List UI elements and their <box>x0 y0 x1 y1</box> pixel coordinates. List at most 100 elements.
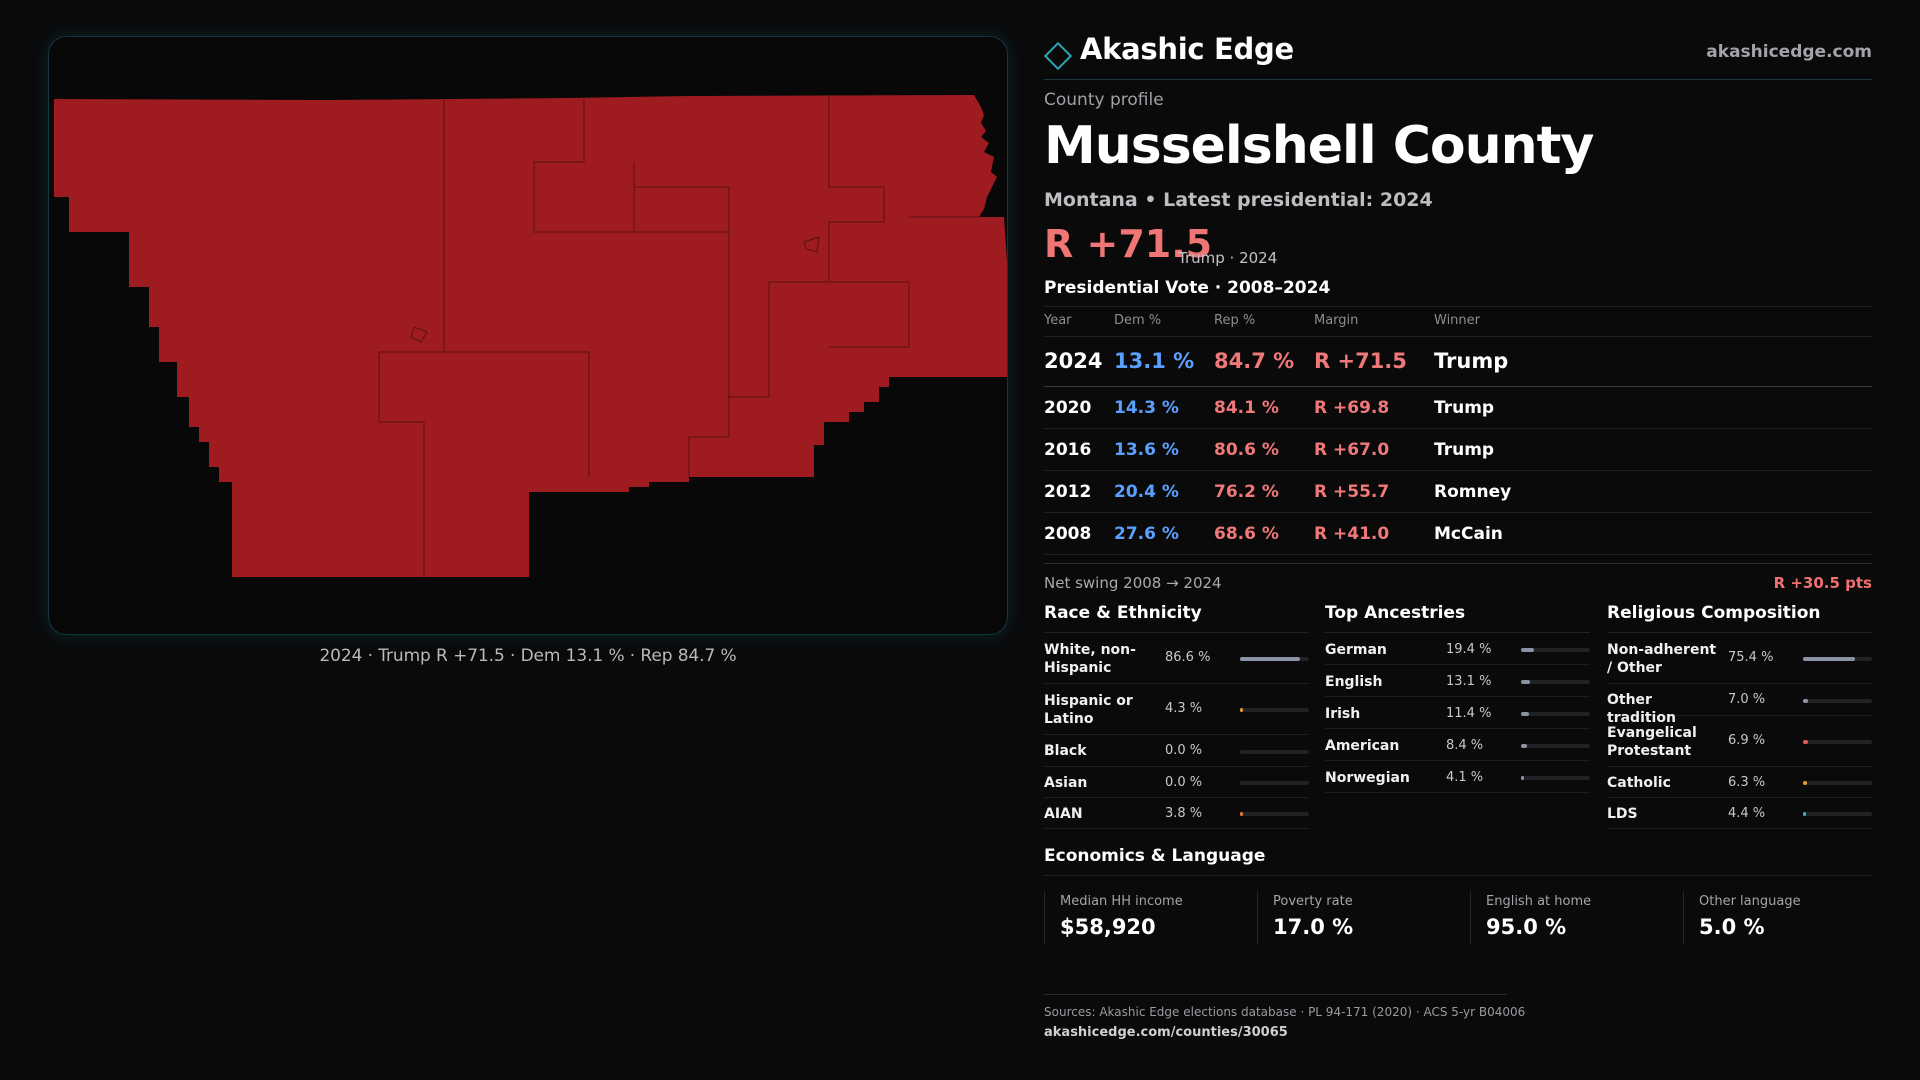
item-label: White, non-Hispanic <box>1044 642 1136 676</box>
list-item: German 19.4 % <box>1325 633 1590 665</box>
cell-dem: 14.3 % <box>1114 398 1179 418</box>
list-item: LDS 4.4 % <box>1607 798 1872 829</box>
header-winner: Winner <box>1434 313 1481 328</box>
ancestry-title: Top Ancestries <box>1325 603 1590 633</box>
item-value: 7.0 % <box>1728 692 1766 707</box>
divider <box>1044 563 1872 564</box>
brand-url-link[interactable]: akashicedge.com <box>1706 42 1872 62</box>
bar-fill <box>1240 812 1243 816</box>
item-value: 13.1 % <box>1446 674 1492 689</box>
list-item: Non-adherent / Other 75.4 % <box>1607 633 1872 684</box>
precinct-borders <box>378 95 979 577</box>
bar-track <box>1240 657 1309 661</box>
cell-rep: 84.7 % <box>1214 349 1295 373</box>
cell-year: 2016 <box>1044 440 1092 460</box>
bar-track <box>1803 740 1872 744</box>
religion-title: Religious Composition <box>1607 603 1872 633</box>
bar-fill <box>1521 712 1529 716</box>
list-item: Norwegian 4.1 % <box>1325 761 1590 793</box>
item-value: 8.4 % <box>1446 738 1484 753</box>
table-row: 2016 13.6 % 80.6 % R +67.0 Trump <box>1044 429 1872 471</box>
header-margin: Margin <box>1314 313 1359 328</box>
county-map-panel[interactable] <box>48 36 1008 635</box>
stat-card: English at home 95.0 % <box>1470 891 1670 945</box>
list-item: Hispanic or Latino 4.3 % <box>1044 684 1309 735</box>
stat-value: 17.0 % <box>1273 915 1354 939</box>
bar-fill <box>1521 648 1535 652</box>
header-dem: Dem % <box>1114 313 1162 328</box>
bar-track <box>1803 812 1872 816</box>
race-title: Race & Ethnicity <box>1044 603 1309 633</box>
item-value: 4.4 % <box>1728 806 1766 821</box>
header-year: Year <box>1044 313 1072 328</box>
bar-fill <box>1803 657 1855 661</box>
vote-table: Year Dem % Rep % Margin Winner 2024 13.1… <box>1044 307 1872 555</box>
sources-text: Sources: Akashic Edge elections database… <box>1044 1005 1526 1019</box>
item-value: 19.4 % <box>1446 642 1492 657</box>
list-item: English 13.1 % <box>1325 665 1590 697</box>
bar-fill <box>1521 744 1527 748</box>
brand-name: Akashic Edge <box>1080 32 1294 66</box>
bar-track <box>1521 680 1590 684</box>
swing-label: Net swing 2008 → 2024 <box>1044 574 1222 592</box>
item-value: 0.0 % <box>1165 743 1203 758</box>
cell-dem: 13.6 % <box>1114 440 1179 460</box>
bar-track <box>1521 744 1590 748</box>
cell-year: 2024 <box>1044 349 1103 373</box>
stat-label: Other language <box>1699 894 1801 909</box>
item-label: German <box>1325 642 1387 658</box>
list-item: White, non-Hispanic 86.6 % <box>1044 633 1309 684</box>
cell-year: 2020 <box>1044 398 1092 418</box>
bar-track <box>1521 648 1590 652</box>
item-value: 86.6 % <box>1165 650 1211 665</box>
list-item: AIAN 3.8 % <box>1044 798 1309 829</box>
item-label: Catholic <box>1607 775 1671 791</box>
page-title: Musselshell County <box>1044 116 1594 176</box>
bar-fill <box>1803 781 1808 785</box>
bar-fill <box>1521 776 1524 780</box>
stat-label: Median HH income <box>1060 894 1183 909</box>
bar-fill <box>1803 812 1806 816</box>
list-item: Catholic 6.3 % <box>1607 767 1872 798</box>
cell-year: 2008 <box>1044 524 1092 544</box>
bar-track <box>1803 781 1872 785</box>
bar-track <box>1521 712 1590 716</box>
bar-track <box>1803 657 1872 661</box>
stat-label: English at home <box>1486 894 1592 909</box>
item-value: 0.0 % <box>1165 775 1203 790</box>
cell-rep: 84.1 % <box>1214 398 1279 418</box>
list-item: Evangelical Protestant 6.9 % <box>1607 716 1872 767</box>
headline-note: Trump · 2024 <box>1178 249 1278 267</box>
cell-dem: 27.6 % <box>1114 524 1179 544</box>
sources-url-link[interactable]: akashicedge.com/counties/30065 <box>1044 1025 1288 1040</box>
page-kicker: County profile <box>1044 90 1164 110</box>
item-label: English <box>1325 674 1383 690</box>
item-label: Norwegian <box>1325 770 1410 786</box>
list-item: Other tradition 7.0 % <box>1607 684 1872 726</box>
stat-card: Other language 5.0 % <box>1683 891 1883 945</box>
swing-value: R +30.5 pts <box>1773 574 1872 592</box>
cell-margin: R +41.0 <box>1314 524 1390 544</box>
cell-winner: Trump <box>1434 349 1509 373</box>
cell-dem: 13.1 % <box>1114 349 1195 373</box>
brand-header: Akashic Edge akashicedge.com <box>1043 30 1872 80</box>
divider <box>1044 306 1872 307</box>
cell-margin: R +69.8 <box>1314 398 1390 418</box>
item-value: 6.9 % <box>1728 733 1766 748</box>
table-row: 2008 27.6 % 68.6 % R +41.0 McCain <box>1044 513 1872 555</box>
economics-title: Economics & Language <box>1044 846 1266 866</box>
cell-winner: Romney <box>1434 482 1512 502</box>
item-value: 4.3 % <box>1165 701 1203 716</box>
item-value: 6.3 % <box>1728 775 1766 790</box>
table-header: Year Dem % Rep % Margin Winner <box>1044 307 1872 337</box>
county-map[interactable] <box>49 37 1008 635</box>
cell-rep: 68.6 % <box>1214 524 1279 544</box>
item-label: Black <box>1044 743 1087 759</box>
item-label: Asian <box>1044 775 1088 791</box>
ancestry-column: Top Ancestries German 19.4 % English 13.… <box>1325 603 1590 793</box>
item-label: Non-adherent / Other <box>1607 642 1717 676</box>
county-shape[interactable] <box>54 95 1007 577</box>
stat-value: 5.0 % <box>1699 915 1765 939</box>
stat-card: Median HH income $58,920 <box>1044 891 1244 945</box>
item-label: Hispanic or Latino <box>1044 693 1133 727</box>
